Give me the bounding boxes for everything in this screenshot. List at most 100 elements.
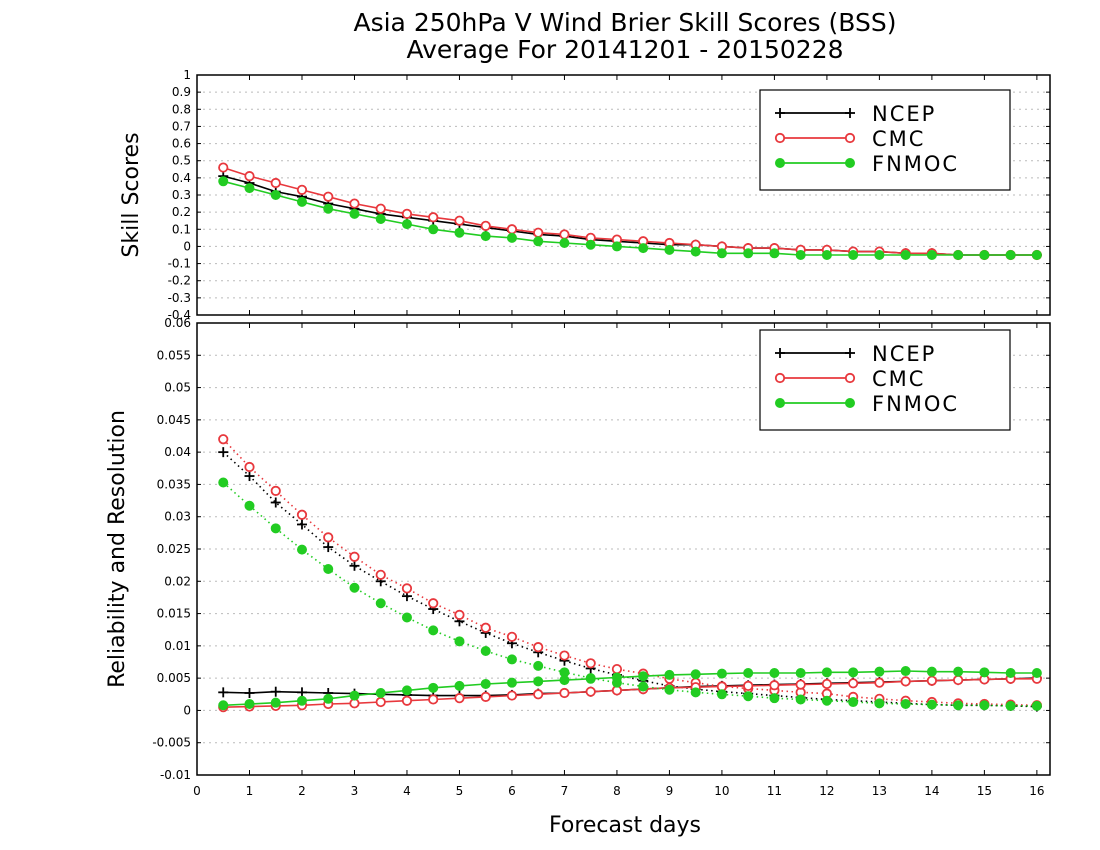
y-tick-label: 0.045 xyxy=(157,413,191,427)
legend-label: FNMOC xyxy=(872,152,959,176)
data-point xyxy=(795,679,806,690)
x-tick-label: 5 xyxy=(456,784,464,798)
chart-title-line-1: Asia 250hPa V Wind Brier Skill Scores (B… xyxy=(353,8,896,37)
y-tick-label: 0.6 xyxy=(172,137,191,151)
data-point xyxy=(743,667,754,678)
data-point xyxy=(611,241,622,252)
data-point xyxy=(349,560,360,571)
x-tick-label: 7 xyxy=(561,784,569,798)
data-point xyxy=(979,700,990,711)
data-point xyxy=(401,612,412,623)
chart-title-line-2: Average For 20141201 - 20150228 xyxy=(406,35,843,64)
legend-label: NCEP xyxy=(872,342,936,366)
data-point xyxy=(775,348,785,358)
data-point xyxy=(900,666,911,677)
y-tick-label: 0.015 xyxy=(157,607,191,621)
y-tick-label: 0.5 xyxy=(172,154,191,168)
data-point xyxy=(953,666,964,677)
x-tick-label: 13 xyxy=(872,784,887,798)
data-point xyxy=(775,398,785,408)
data-point xyxy=(611,672,622,683)
data-point xyxy=(349,551,360,562)
data-point xyxy=(848,250,859,260)
y-tick-label: 1 xyxy=(183,68,191,82)
series-fnmoc xyxy=(218,176,1042,260)
data-point xyxy=(716,248,727,259)
data-point xyxy=(559,687,570,699)
data-point xyxy=(716,689,727,700)
data-point xyxy=(585,239,596,250)
x-tick-label: 2 xyxy=(298,784,306,798)
y-tick-label: 0.9 xyxy=(172,85,191,99)
data-point xyxy=(979,250,990,260)
data-point xyxy=(218,447,229,458)
x-tick-label: 10 xyxy=(714,784,729,798)
data-point xyxy=(1005,700,1016,711)
data-point xyxy=(533,676,544,687)
data-point xyxy=(244,500,255,511)
data-point xyxy=(480,678,491,689)
data-point xyxy=(218,162,229,173)
data-point xyxy=(296,544,307,555)
data-point xyxy=(845,348,855,358)
data-point xyxy=(795,667,806,678)
y-axis-label: Reliability and Resolution xyxy=(105,410,130,688)
data-point xyxy=(375,569,386,580)
legend-label: NCEP xyxy=(872,102,936,126)
data-point xyxy=(454,636,465,647)
data-point xyxy=(296,687,307,698)
data-point xyxy=(638,243,649,254)
y-tick-label: 0 xyxy=(183,239,191,253)
data-point xyxy=(585,658,596,669)
x-tick-label: 14 xyxy=(924,784,939,798)
data-point xyxy=(533,642,544,653)
y-tick-label: 0 xyxy=(183,703,191,717)
y-tick-label: 0.03 xyxy=(164,510,191,524)
data-point xyxy=(270,177,281,189)
panel-frame xyxy=(196,74,1051,316)
series-fnmoc-reliability xyxy=(218,477,1042,711)
bottom-panel: -0.01 -0.005 0 0.005 0.01 0.015 0.02 0.025 0.03 0… xyxy=(105,316,1051,798)
x-tick-label: 12 xyxy=(819,784,834,798)
data-point xyxy=(296,695,307,706)
data-point xyxy=(323,564,334,575)
data-point xyxy=(690,669,701,680)
data-point xyxy=(953,674,964,686)
y-tick-label: -0.4 xyxy=(168,308,191,322)
data-point xyxy=(926,699,937,710)
y-tick-label: 0.3 xyxy=(172,188,191,202)
y-tick-label: 0.06 xyxy=(164,316,191,330)
y-tick-label: 0.04 xyxy=(164,445,191,459)
data-point xyxy=(848,697,859,708)
data-point xyxy=(244,183,255,194)
data-point xyxy=(775,158,785,168)
legend-box xyxy=(759,89,1011,191)
data-point xyxy=(296,519,307,530)
data-point xyxy=(401,208,413,219)
data-point xyxy=(218,687,229,698)
y-tick-label: 0.035 xyxy=(157,477,191,491)
data-point xyxy=(638,681,649,692)
data-point xyxy=(480,691,491,702)
data-point xyxy=(349,198,360,209)
data-point xyxy=(428,212,439,223)
data-point xyxy=(1031,667,1042,678)
y-tick-label: -0.005 xyxy=(152,736,191,750)
data-point xyxy=(775,108,785,118)
y-tick-label: 0.8 xyxy=(172,102,191,116)
data-point xyxy=(690,246,701,257)
data-point xyxy=(323,542,334,553)
data-point xyxy=(401,219,412,230)
data-point xyxy=(533,236,544,247)
data-point xyxy=(506,631,518,642)
data-point xyxy=(821,678,833,690)
data-point xyxy=(664,244,675,255)
x-tick-label: 1 xyxy=(246,784,254,798)
data-point xyxy=(1031,250,1042,260)
y-tick-label: 0.2 xyxy=(172,205,191,219)
data-point xyxy=(533,689,544,700)
data-point xyxy=(218,477,229,488)
y-tick-label: 0.4 xyxy=(172,171,191,185)
data-point xyxy=(821,250,832,260)
